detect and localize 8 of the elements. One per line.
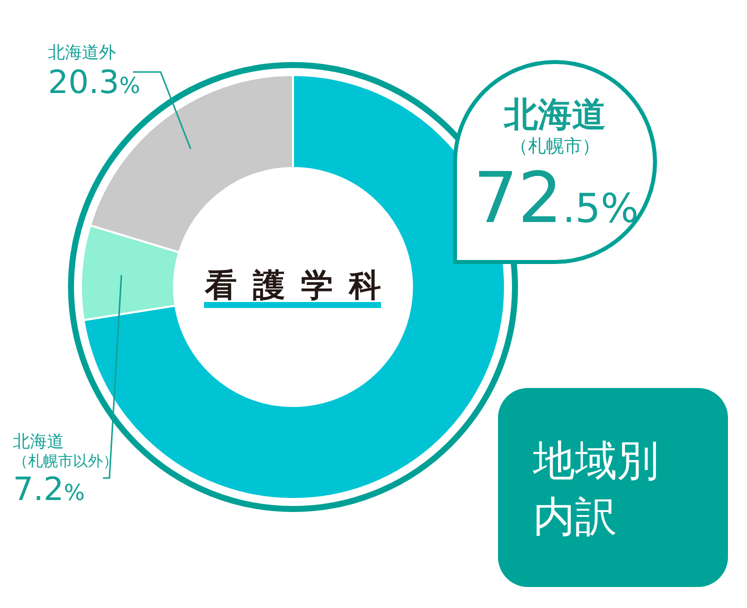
slice-label: 北海道外: [48, 43, 116, 63]
data-label: 72.5%: [473, 157, 639, 239]
text: 地域別内訳: [532, 436, 659, 541]
slice-label: 北海道（札幌市以外）: [13, 432, 118, 470]
text: 看護学科: [204, 266, 381, 304]
data-label: 20.3%: [48, 63, 140, 101]
data-label: 7.2%: [13, 470, 85, 508]
slice-label: 北海道（札幌市）: [503, 95, 606, 157]
